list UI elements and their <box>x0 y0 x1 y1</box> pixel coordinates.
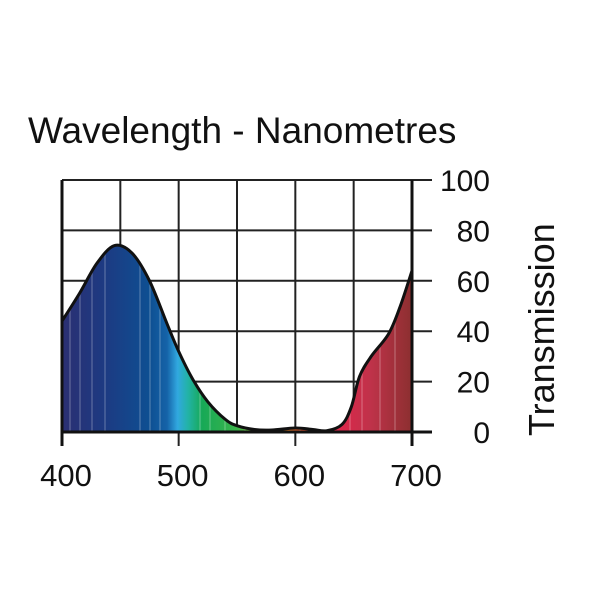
transmission-line <box>60 243 414 433</box>
y-tick-label: 20 <box>457 367 490 400</box>
x-tick-label: 600 <box>273 458 325 493</box>
x-tick-label: 400 <box>40 458 92 493</box>
chart-title: Wavelength - Nanometres <box>28 110 456 151</box>
y-tick-label: 100 <box>440 165 490 198</box>
transmission-area <box>62 245 412 432</box>
axes-frame <box>60 180 432 446</box>
x-tick-labels: 400 500 600 700 <box>40 458 442 493</box>
y-tick-label: 40 <box>457 316 490 349</box>
y-axis-label: Transmission <box>521 223 562 436</box>
y-tick-labels: 0 20 40 60 80 100 <box>440 165 490 450</box>
y-tick-label: 0 <box>473 417 490 450</box>
x-tick-label: 700 <box>390 458 442 493</box>
y-tick-label: 80 <box>457 215 490 248</box>
x-tick-label: 500 <box>157 458 209 493</box>
y-tick-label: 60 <box>457 266 490 299</box>
